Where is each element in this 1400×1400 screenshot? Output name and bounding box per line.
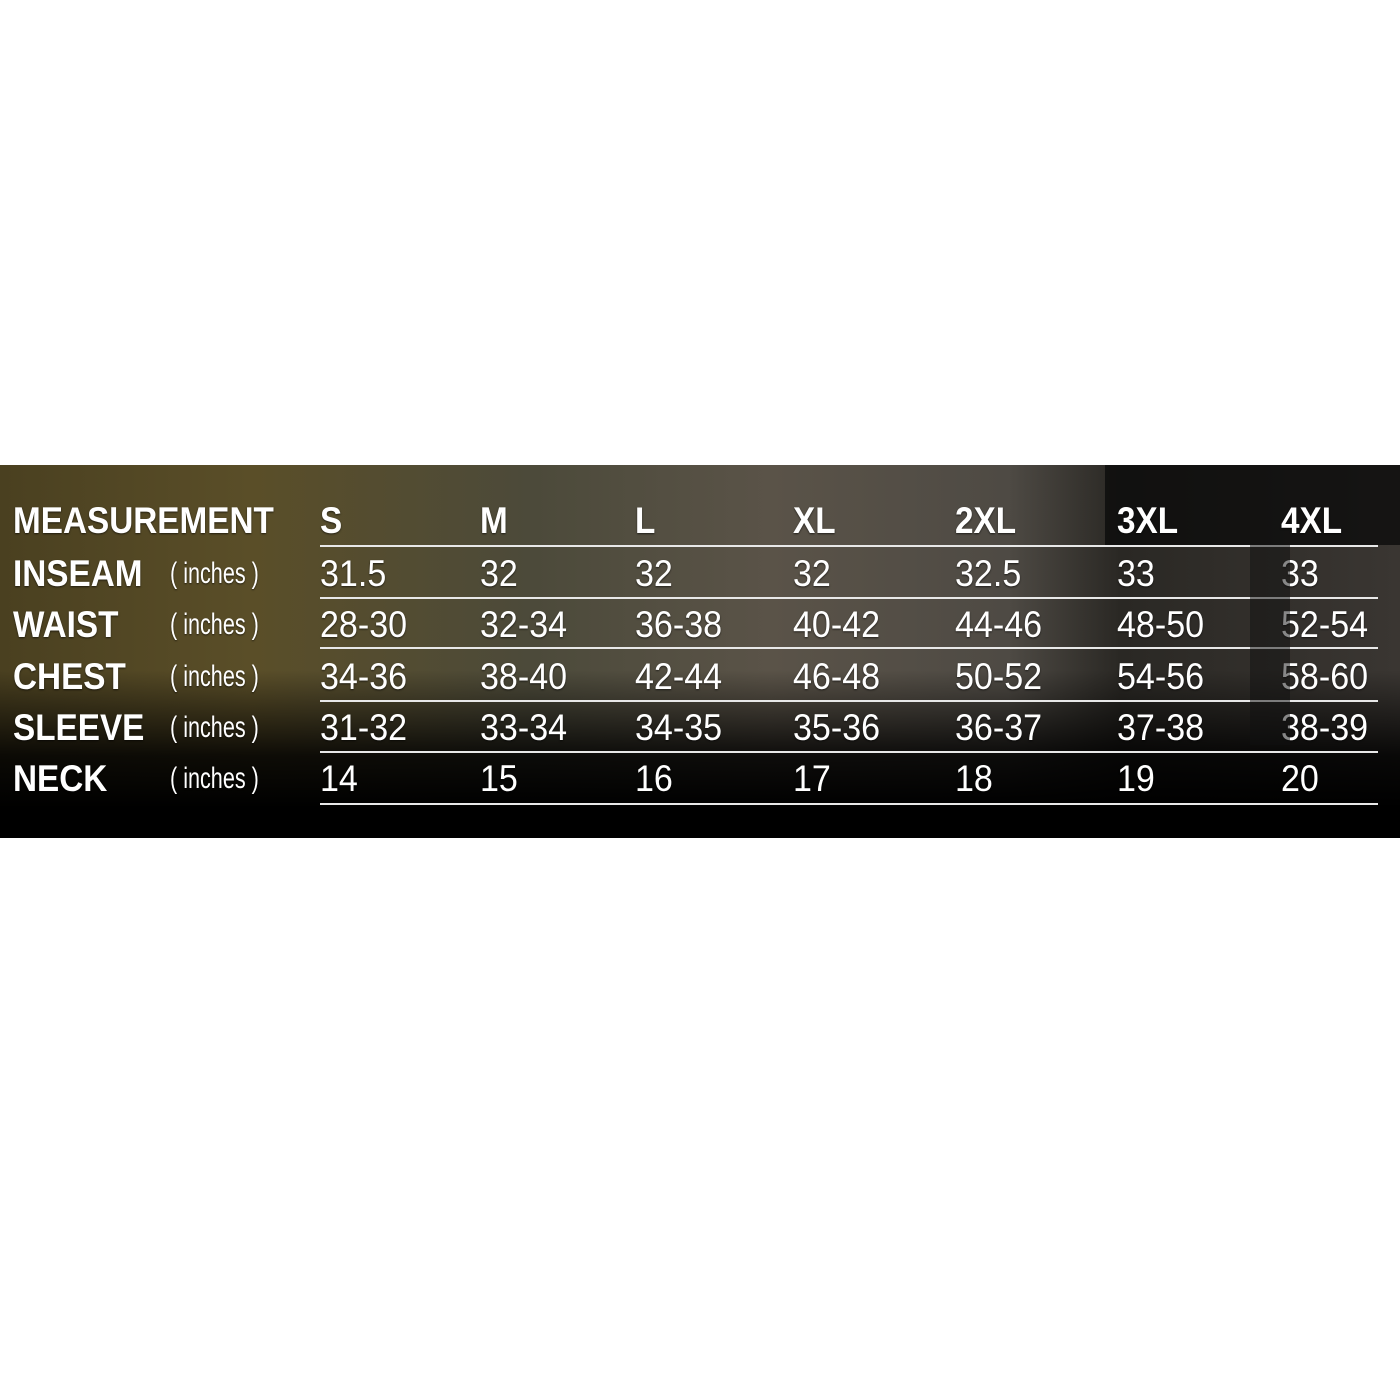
table-cell: 28-30 [320, 604, 408, 645]
row-divider [320, 647, 1378, 649]
table-cell: 34-36 [320, 656, 408, 697]
row-label-sleeve: SLEEVE [13, 707, 145, 748]
table-cell: 15 [480, 758, 518, 799]
table-cell: 17 [793, 758, 831, 799]
row-label-neck: NECK [13, 758, 108, 799]
table-cell: 34-35 [635, 707, 723, 748]
table-cell: 54-56 [1117, 656, 1205, 697]
table-cell: 35-36 [793, 707, 881, 748]
table-cell: 32.5 [955, 553, 1022, 594]
table-cell: 46-48 [793, 656, 881, 697]
table-cell: 32-34 [480, 604, 568, 645]
table-cell: 58-60 [1281, 656, 1369, 697]
table-cell: 38-39 [1281, 707, 1369, 748]
table-cell: 52-54 [1281, 604, 1369, 645]
table-cell: 37-38 [1117, 707, 1205, 748]
size-header-s: S [320, 500, 343, 541]
row-unit: ( inches ) [170, 608, 259, 641]
row-divider [320, 803, 1378, 805]
table-cell: 20 [1281, 758, 1319, 799]
size-header-2xl: 2XL [955, 500, 1017, 541]
row-label-inseam: INSEAM [13, 553, 143, 594]
size-header-4xl: 4XL [1281, 500, 1343, 541]
table-cell: 36-38 [635, 604, 723, 645]
row-divider [320, 597, 1378, 599]
table-cell: 33-34 [480, 707, 568, 748]
row-divider [320, 700, 1378, 702]
table-cell: 44-46 [955, 604, 1043, 645]
table-cell: 32 [793, 553, 831, 594]
table-cell: 31.5 [320, 553, 387, 594]
table-cell: 40-42 [793, 604, 881, 645]
size-header-m: M [480, 500, 508, 541]
row-label-waist: WAIST [13, 604, 119, 645]
table-cell: 18 [955, 758, 993, 799]
size-chart-banner: MEASUREMENT S M L XL 2XL 3XL 4XL INSEAM ( inches … [0, 465, 1400, 838]
size-header-l: L [635, 500, 656, 541]
table-cell: 38-40 [480, 656, 568, 697]
table-cell: 32 [635, 553, 673, 594]
table-cell: 16 [635, 758, 673, 799]
size-header-xl: XL [793, 500, 836, 541]
table-cell: 36-37 [955, 707, 1043, 748]
table-cell: 14 [320, 758, 358, 799]
table-cell: 42-44 [635, 656, 723, 697]
table-cell: 33 [1117, 553, 1155, 594]
measurement-header: MEASUREMENT [13, 500, 274, 541]
row-divider [320, 751, 1378, 753]
table-cell: 19 [1117, 758, 1155, 799]
row-label-chest: CHEST [13, 656, 126, 697]
row-unit: ( inches ) [170, 762, 259, 795]
row-unit: ( inches ) [170, 711, 259, 744]
table-cell: 50-52 [955, 656, 1043, 697]
size-header-3xl: 3XL [1117, 500, 1179, 541]
table-cell: 48-50 [1117, 604, 1205, 645]
row-divider [320, 545, 1378, 547]
table-cell: 31-32 [320, 707, 408, 748]
row-unit: ( inches ) [170, 660, 259, 693]
row-unit: ( inches ) [170, 557, 259, 590]
table-cell: 32 [480, 553, 518, 594]
table-cell: 33 [1281, 553, 1319, 594]
